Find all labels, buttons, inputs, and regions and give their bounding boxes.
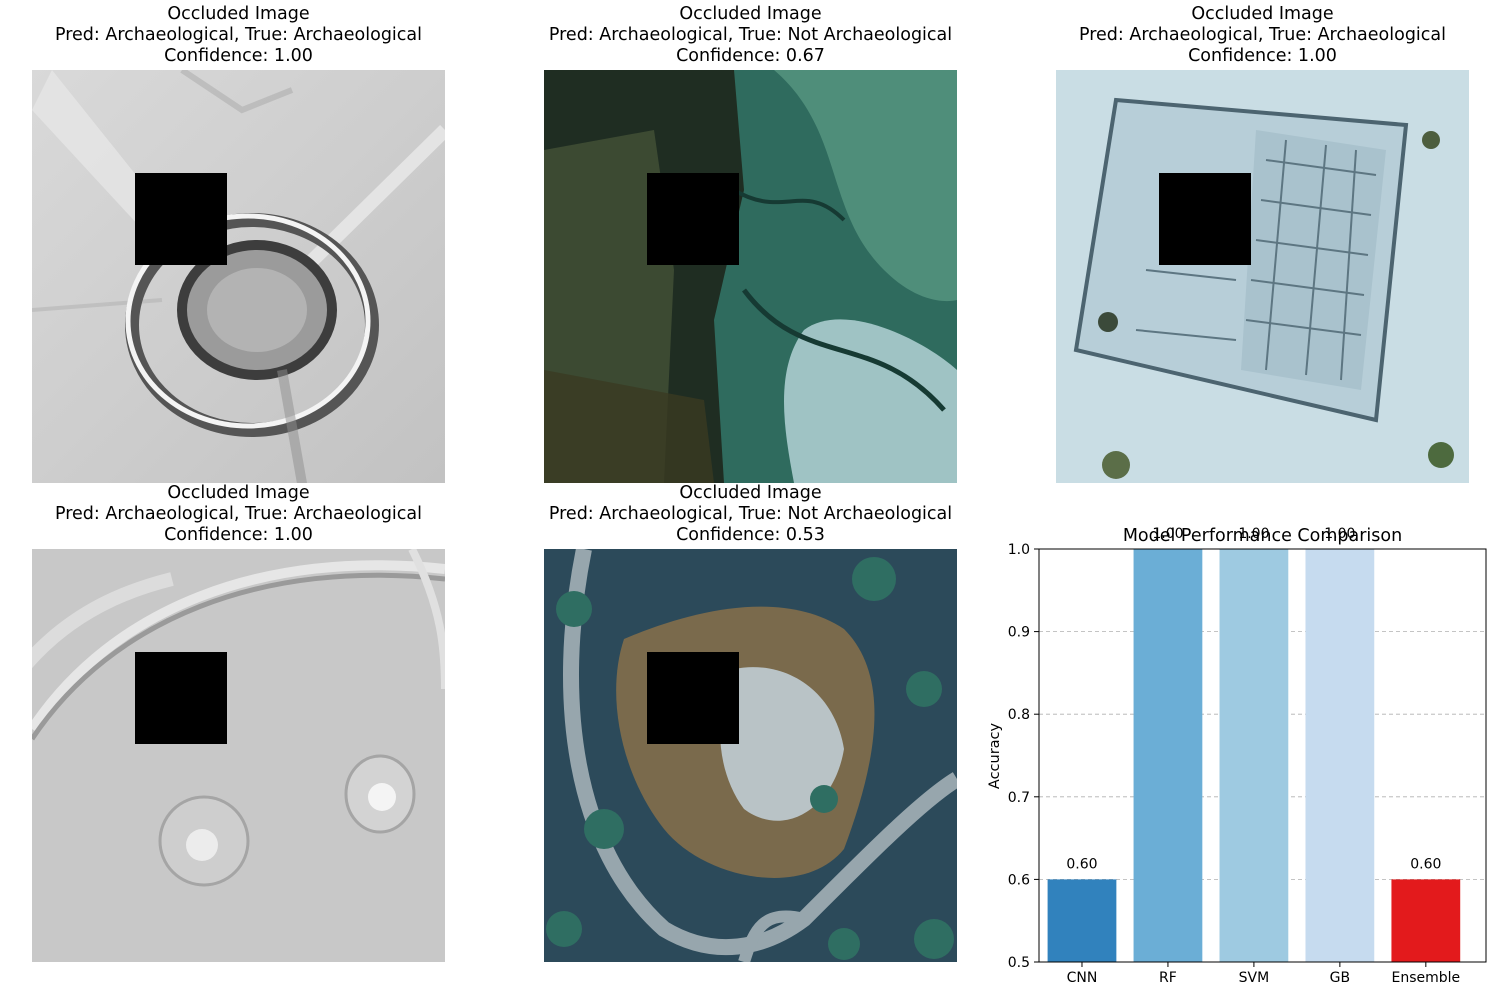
x-tick-label: GB xyxy=(1330,970,1350,986)
bar-gb xyxy=(1305,549,1375,962)
panel-confidence: Confidence: 1.00 xyxy=(164,46,313,66)
x-tick-label: SVM xyxy=(1239,970,1270,986)
x-tick-label: CNN xyxy=(1067,970,1098,986)
panel-title: Occluded Image xyxy=(679,4,822,24)
aerial-image-marsh xyxy=(544,70,957,483)
image-panel-2: Occluded Image Pred: Archaeological, Tru… xyxy=(544,0,957,483)
image-panel-5: Occluded Image Pred: Archaeological, Tru… xyxy=(544,479,957,962)
panel-title: Occluded Image xyxy=(167,483,310,503)
bar-value-label: 0.60 xyxy=(1410,856,1441,872)
y-tick-label: 1.0 xyxy=(1008,542,1030,558)
aerial-image-field-mounds xyxy=(32,549,445,962)
aerial-image-ringfort xyxy=(32,70,445,483)
bar-value-label: 0.60 xyxy=(1066,856,1097,872)
x-tick-label: Ensemble xyxy=(1391,970,1460,986)
chart-title: Model Performance Comparison xyxy=(1123,526,1402,546)
bar-svm xyxy=(1219,549,1289,962)
panel-title: Occluded Image xyxy=(1191,4,1334,24)
panel-confidence: Confidence: 0.53 xyxy=(676,525,825,545)
occlusion-patch xyxy=(1159,173,1251,265)
bar-cnn xyxy=(1047,879,1117,962)
panel-prediction: Pred: Archaeological, True: Not Archaeol… xyxy=(548,504,953,524)
bars xyxy=(1047,549,1461,962)
occlusion-patch xyxy=(647,173,739,265)
panel-title: Occluded Image xyxy=(679,483,822,503)
panel-prediction: Pred: Archaeological, True: Archaeologic… xyxy=(54,25,423,45)
panel-confidence: Confidence: 1.00 xyxy=(164,525,313,545)
axes xyxy=(1034,548,1487,967)
image-panel-1: Occluded Image Pred: Archaeological, Tru… xyxy=(32,0,445,483)
labels: 0.5 0.6 0.7 0.8 0.9 1.0 0.60 CNN 1.00 RF 1.00 SVM 1.… xyxy=(1008,526,1460,986)
y-axis-label: Accuracy xyxy=(987,722,1003,789)
image-panel-4: Occluded Image Pred: Archaeological, Tru… xyxy=(32,479,445,962)
panel-prediction: Pred: Archaeological, True: Archaeologic… xyxy=(1078,25,1447,45)
y-tick-label: 0.8 xyxy=(1008,707,1030,723)
panel-title: Occluded Image xyxy=(167,4,310,24)
occlusion-patch xyxy=(647,652,739,744)
bar-ensemble xyxy=(1391,879,1461,962)
aerial-image-road-rocks xyxy=(544,549,957,962)
occlusion-patch xyxy=(135,652,227,744)
aerial-image-walled-city xyxy=(1056,70,1469,483)
y-tick-label: 0.7 xyxy=(1008,790,1030,806)
panel-prediction: Pred: Archaeological, True: Archaeologic… xyxy=(54,504,423,524)
x-tick-label: RF xyxy=(1159,970,1177,986)
panel-prediction: Pred: Archaeological, True: Not Archaeol… xyxy=(548,25,953,45)
image-panel-3: Occluded Image Pred: Archaeological, Tru… xyxy=(1056,0,1469,483)
bar-value-label: 1.00 xyxy=(1238,526,1269,542)
y-tick-label: 0.9 xyxy=(1008,625,1030,641)
y-tick-label: 0.6 xyxy=(1008,872,1030,888)
bar-value-label: 1.00 xyxy=(1324,526,1355,542)
bar-rf xyxy=(1133,549,1203,962)
occlusion-patch xyxy=(135,173,227,265)
y-tick-label: 0.5 xyxy=(1008,955,1030,971)
plot-frame xyxy=(1038,548,1487,963)
panel-confidence: Confidence: 0.67 xyxy=(676,46,825,66)
bar-value-label: 1.00 xyxy=(1152,526,1183,542)
panel-confidence: Confidence: 1.00 xyxy=(1188,46,1337,66)
